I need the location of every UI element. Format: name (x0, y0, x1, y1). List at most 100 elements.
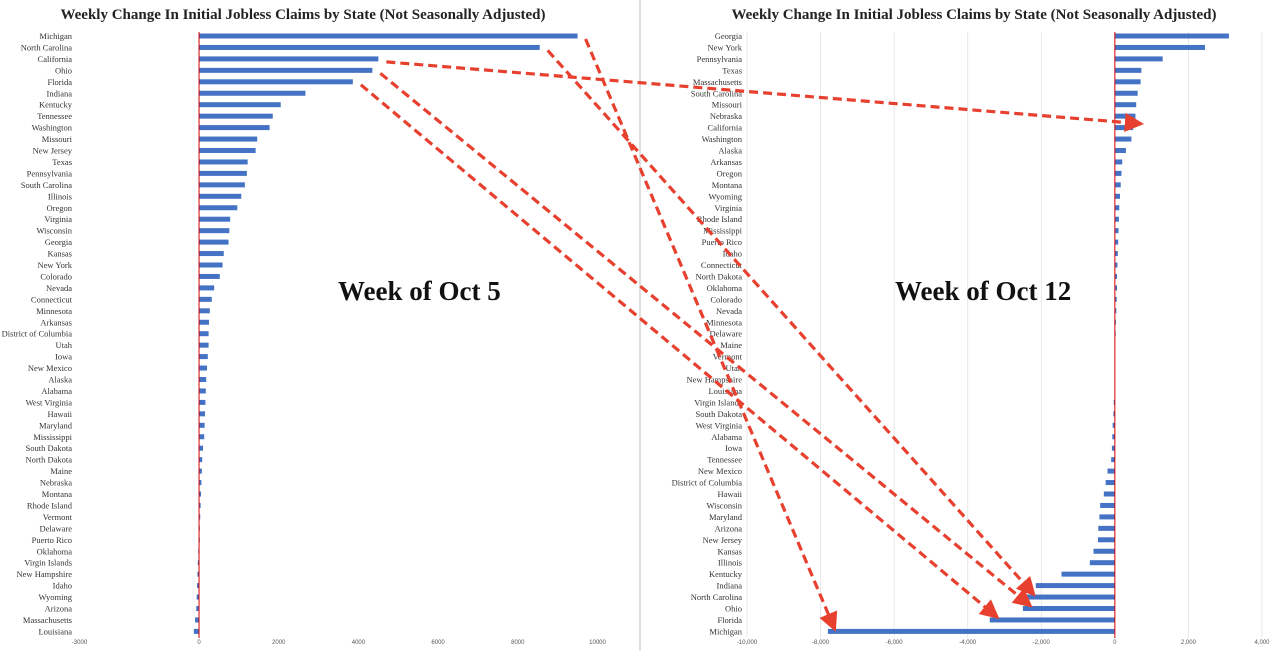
bar-rhode-island (1114, 216, 1119, 222)
bar-massachusetts (195, 617, 200, 623)
category-label: Maryland (709, 512, 743, 522)
category-label: Utah (725, 363, 742, 373)
bar-texas (1114, 67, 1142, 73)
category-label: Oklahoma (37, 546, 73, 556)
category-label: North Dakota (695, 271, 742, 281)
bar-colorado (1114, 296, 1117, 302)
bar-indiana (199, 90, 306, 96)
category-label: Wisconsin (706, 500, 742, 510)
annotation-right: Week of Oct 12 (895, 276, 1071, 306)
bar-kentucky (199, 102, 281, 108)
category-label: South Carolina (21, 180, 72, 190)
category-label: South Carolina (691, 88, 742, 98)
bar-mississippi (199, 434, 205, 440)
category-label: Oregon (47, 203, 73, 213)
category-label: Wyoming (39, 592, 73, 602)
category-label: Virginia (714, 203, 742, 213)
category-label: Wyoming (709, 191, 743, 201)
bar-texas (199, 159, 248, 165)
comparison-arrows (359, 38, 1145, 632)
category-label: North Carolina (691, 592, 742, 602)
bar-utah (199, 342, 209, 348)
bar-nevada (1114, 308, 1117, 314)
category-label: Iowa (55, 352, 72, 362)
category-label: Delaware (709, 329, 742, 339)
category-label: Illinois (48, 191, 72, 201)
chart-right: Weekly Change In Initial Jobless Claims … (672, 7, 1271, 646)
bar-kansas (1093, 548, 1115, 554)
bar-hawaii (199, 411, 206, 417)
bar-alaska (199, 377, 207, 382)
category-label: California (38, 54, 73, 64)
bar-oregon (199, 205, 238, 211)
bar-tennessee (1111, 457, 1115, 463)
bar-connecticut (199, 296, 212, 302)
category-label: Missouri (712, 100, 743, 110)
category-label: Minnesota (706, 317, 742, 327)
category-label: New Hampshire (687, 375, 743, 385)
category-label: North Carolina (21, 42, 72, 52)
bar-pennsylvania (1114, 56, 1163, 62)
bar-hawaii (1103, 491, 1115, 497)
bar-idaho (1114, 251, 1118, 257)
bar-mississippi (1114, 228, 1119, 234)
bar-kentucky (1061, 571, 1115, 577)
x-tick-label: 8000 (511, 640, 525, 646)
category-label: Wisconsin (36, 226, 72, 236)
bars-right (827, 33, 1229, 634)
bar-idaho (197, 583, 200, 589)
category-label: Nebraska (40, 478, 72, 488)
bar-nebraska (199, 480, 202, 486)
bar-missouri (199, 136, 258, 142)
bar-oklahoma (1114, 285, 1118, 291)
category-label: New York (708, 42, 743, 52)
bar-washington (199, 125, 270, 131)
x-tick-label: 2000 (272, 640, 286, 646)
category-label: Hawaii (47, 409, 72, 419)
category-label: Minnesota (36, 306, 72, 316)
bar-new-hampshire (197, 571, 200, 577)
category-label: District of Columbia (2, 329, 73, 339)
bar-missouri (1114, 102, 1137, 108)
bar-west-virginia (199, 399, 206, 405)
category-label: Massachusetts (693, 77, 742, 87)
bar-oregon (1114, 170, 1122, 176)
category-label: Iowa (725, 443, 742, 453)
bar-ohio (1022, 606, 1115, 611)
bars-left (193, 33, 578, 634)
category-label: Arkansas (40, 317, 72, 327)
arrow-florida (359, 83, 1000, 620)
bar-new-jersey (1097, 537, 1115, 543)
bar-north-dakota (199, 457, 203, 463)
bar-north-carolina (199, 44, 540, 50)
category-label: Maryland (39, 420, 73, 430)
category-label: Pennsylvania (27, 168, 73, 178)
category-label: West Virginia (26, 397, 73, 407)
category-label: Rhode Island (27, 500, 73, 510)
arrow-north-carolina (546, 49, 1036, 597)
bar-tennessee (199, 113, 273, 119)
category-label: Georgia (715, 31, 742, 41)
category-label: Virgin Islands (24, 558, 72, 568)
category-label: New Jersey (703, 535, 743, 545)
bar-alaska (1114, 148, 1126, 153)
category-label: West Virginia (696, 420, 743, 430)
category-label: Kansas (47, 249, 72, 259)
bar-alabama (1112, 434, 1115, 440)
category-label: District of Columbia (672, 478, 743, 488)
bar-ohio (199, 67, 373, 73)
category-label: Tennessee (707, 455, 742, 465)
x-ticks-right: -10,000 -8,000 -6,000 -4,000 -2,000 0 2,000 4,0… (737, 640, 1270, 646)
bar-rhode-island (199, 502, 201, 508)
bar-georgia (199, 239, 229, 245)
annotation-left: Week of Oct 5 (338, 276, 501, 306)
category-label: Georgia (45, 237, 72, 247)
bar-nevada (199, 285, 215, 291)
category-label: Oregon (717, 168, 743, 178)
arrow-ohio (379, 72, 1033, 608)
bar-massachusetts (1114, 79, 1141, 85)
category-label: Texas (52, 157, 72, 167)
